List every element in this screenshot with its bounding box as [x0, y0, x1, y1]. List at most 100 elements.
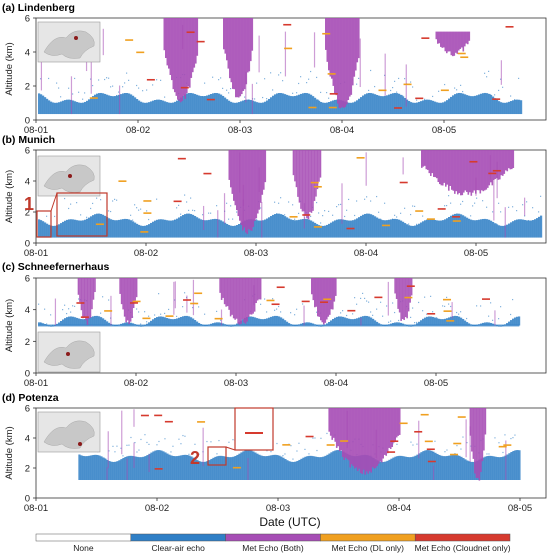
clear-air-column: [438, 102, 441, 115]
clear-air-speckle: [264, 78, 266, 80]
clear-air-column: [118, 460, 121, 480]
clear-air-column: [180, 97, 183, 115]
met-echo-dash: [89, 97, 98, 99]
met-echo-column: [89, 278, 92, 318]
clear-air-column: [248, 316, 251, 326]
met-echo-column: [163, 18, 166, 51]
clear-air-speckle: [314, 437, 316, 439]
clear-air-column: [540, 215, 543, 238]
met-echo-column: [248, 150, 250, 230]
legend-swatch: [320, 533, 416, 542]
clear-air-column: [518, 99, 521, 115]
clear-air-speckle: [218, 439, 220, 442]
met-echo-dash: [443, 298, 452, 301]
clear-air-speckle: [494, 94, 496, 96]
clear-air-column: [310, 94, 313, 115]
clear-air-column: [364, 94, 367, 115]
clear-air-speckle: [490, 94, 492, 96]
clear-air-column: [474, 95, 477, 115]
met-echo-streak: [360, 317, 362, 326]
clear-air-speckle: [184, 435, 186, 437]
clear-air-speckle: [182, 306, 184, 308]
met-echo-streak: [223, 193, 226, 224]
clear-air-column: [516, 219, 519, 238]
clear-air-column: [262, 220, 265, 238]
clear-air-column: [366, 315, 369, 326]
clear-air-column: [78, 220, 81, 238]
clear-air-column: [142, 102, 145, 115]
clear-air-column: [278, 316, 281, 326]
clear-air-column: [396, 322, 399, 326]
clear-air-column: [174, 219, 177, 238]
clear-air-column: [144, 102, 147, 115]
clear-air-speckle: [446, 296, 448, 298]
met-echo-streak: [133, 442, 135, 468]
met-echo-column: [479, 150, 482, 194]
clear-air-column: [462, 319, 465, 326]
clear-air-column: [454, 315, 457, 326]
met-echo-column: [367, 408, 370, 474]
clear-air-column: [434, 101, 437, 115]
clear-air-column: [154, 100, 157, 115]
y-tick-label: 0: [25, 494, 30, 505]
met-echo-column: [190, 18, 193, 78]
x-tick-label: 08-02: [145, 503, 169, 514]
clear-air-column: [66, 317, 69, 326]
clear-air-column: [378, 95, 381, 115]
met-echo-column: [397, 278, 399, 309]
met-echo-column: [329, 18, 332, 77]
met-echo-column: [329, 408, 332, 436]
clear-air-speckle: [532, 207, 534, 209]
clear-air-speckle: [344, 215, 346, 218]
clear-air-column: [468, 218, 471, 238]
clear-air-column: [278, 455, 281, 480]
clear-air-column: [116, 95, 119, 115]
clear-air-column: [320, 457, 323, 480]
met-echo-dash: [313, 226, 322, 228]
clear-air-speckle: [78, 298, 80, 300]
met-echo-column: [344, 408, 347, 458]
met-echo-column: [478, 408, 481, 481]
clear-air-column: [174, 456, 177, 480]
clear-air-column: [364, 213, 367, 238]
clear-air-speckle: [104, 78, 106, 81]
met-echo-dash: [313, 185, 322, 188]
clear-air-column: [60, 223, 63, 238]
clear-air-column: [194, 320, 197, 326]
met-echo-streak: [247, 458, 249, 480]
met-echo-dash: [420, 413, 429, 416]
clear-air-column: [170, 455, 173, 480]
met-echo-column: [258, 278, 260, 300]
clear-air-column: [484, 218, 487, 238]
clear-air-column: [224, 456, 227, 480]
clear-air-column: [402, 456, 405, 480]
clear-air-speckle: [442, 305, 444, 307]
clear-air-column: [382, 96, 385, 115]
clear-air-column: [442, 319, 445, 326]
clear-air-column: [452, 214, 455, 238]
clear-air-speckle: [110, 210, 112, 213]
met-echo-column: [83, 278, 86, 317]
clear-air-column: [308, 322, 311, 326]
clear-air-column: [344, 101, 347, 115]
clear-air-column: [182, 454, 185, 480]
clear-air-column: [440, 220, 443, 238]
met-echo-dash: [154, 414, 163, 417]
met-echo-column: [356, 18, 359, 63]
met-echo-column: [178, 18, 181, 101]
clear-air-column: [482, 218, 485, 238]
clear-air-column: [272, 454, 275, 480]
met-echo-streak: [469, 426, 471, 462]
clear-air-speckle: [68, 308, 70, 310]
met-echo-streak: [384, 53, 386, 96]
clear-air-column: [284, 320, 287, 326]
met-echo-dash: [203, 172, 212, 175]
met-echo-dash: [446, 320, 455, 322]
met-echo-streak: [284, 31, 287, 77]
clear-air-speckle: [316, 449, 318, 452]
met-echo-dash: [164, 420, 173, 423]
clear-air-column: [132, 323, 135, 326]
clear-air-column: [172, 102, 175, 115]
clear-air-column: [168, 102, 171, 115]
clear-air-column: [132, 221, 135, 238]
